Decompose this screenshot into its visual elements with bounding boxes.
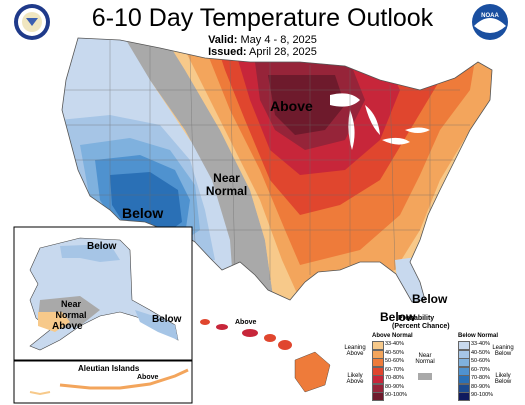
legend-below-row-2: 50-60% [458, 358, 498, 367]
aleutian-islands-map [29, 368, 189, 396]
legend-below-swatch-6 [458, 392, 470, 401]
commerce-seal-icon [14, 4, 50, 40]
label-below-gulf: Below [380, 310, 416, 324]
legend-below-row-3: 60-70% [458, 366, 498, 376]
legend-below-bin-label-5: 80-90% [471, 383, 490, 390]
legend-below-row-4: 70-80% [458, 375, 498, 384]
legend-below-bin-label-4: 70-80% [471, 375, 490, 381]
legend-title: Probability [398, 315, 435, 322]
label-alaska-below-se: Below [152, 314, 182, 325]
label-below-florida: Below [412, 292, 448, 306]
valid-line: Valid: May 4 - 8, 2025 [0, 34, 525, 46]
legend-above-bin-label-5: 80-90% [385, 383, 404, 390]
legend-below-row-5: 80-90% [458, 383, 498, 393]
legend-below-row-6: 90-100% [458, 392, 498, 401]
legend-above-bin-label-4: 70-80% [385, 375, 404, 381]
legend-above-row-4: 70-80% [372, 375, 412, 384]
legend-above-bin-label-2: 50-60% [385, 358, 404, 364]
legend-above-row-2: 50-60% [372, 358, 412, 367]
legend-near-swatch [418, 373, 432, 380]
legend-above-row-5: 80-90% [372, 383, 412, 393]
page-title: 6-10 Day Temperature Outlook [91, 4, 434, 32]
label-above-main: Above [270, 98, 313, 114]
legend-below-bin-label-0: 33-40% [471, 341, 490, 347]
legend-subtitle: (Percent Chance) [392, 323, 450, 330]
label-aleutian-islands: Aleutian Islands [78, 364, 140, 373]
issued-value: April 28, 2025 [249, 46, 317, 58]
legend-above-row-6: 90-100% [372, 392, 412, 401]
issued-label: Issued: [208, 46, 247, 58]
label-hawaii-above: Above [235, 319, 257, 326]
legend-above-bin-label-3: 60-70% [385, 366, 404, 373]
legend-below-bin-label-6: 90-100% [471, 392, 494, 398]
legend-below-bin-label-2: 50-60% [471, 358, 490, 364]
legend-below-header: Below Normal [458, 333, 499, 339]
aleutian-inset-frame [13, 360, 193, 404]
legend-leaning-below: Leaning Below [492, 345, 514, 357]
valid-value: May 4 - 8, 2025 [240, 34, 317, 46]
legend-below-row-0: 33-40% [458, 341, 498, 350]
legend-above-bin-label-6: 90-100% [385, 392, 408, 398]
svg-text:NOAA: NOAA [481, 13, 499, 19]
label-alaska-below: Below [87, 241, 117, 252]
legend-below-bin-label-1: 40-50% [471, 349, 490, 356]
valid-label: Valid: [208, 34, 238, 46]
legend-likely-below: Likely Below [494, 373, 512, 385]
legend-below-row-1: 40-50% [458, 349, 498, 359]
legend-above-row-3: 60-70% [372, 366, 412, 376]
legend-below-bin-label-3: 60-70% [471, 366, 490, 373]
legend-above-bin-label-1: 40-50% [385, 349, 404, 356]
label-alaska-above: Above [52, 321, 83, 332]
label-below-southwest: Below [122, 205, 164, 221]
legend: Probability (Percent Chance) Above Norma… [340, 315, 520, 403]
label-alaska-near-normal: Near Normal [55, 299, 87, 320]
legend-likely-above: Likely Above [346, 373, 364, 385]
legend-above-header: Above Normal [372, 333, 413, 339]
alaska-map [29, 237, 179, 351]
legend-near-normal: Near Normal [415, 353, 435, 365]
conus-outline [61, 37, 493, 303]
legend-above-row-0: 33-40% [372, 341, 412, 350]
label-near-normal: Near Normal [205, 171, 248, 198]
label-aleutian-above: Above [137, 374, 159, 381]
legend-above-swatch-6 [372, 392, 384, 401]
noaa-logo-icon: NOAA [472, 4, 508, 40]
issued-line: Issued: April 28, 2025 [0, 46, 525, 58]
legend-above-row-1: 40-50% [372, 349, 412, 359]
legend-above-bin-label-0: 33-40% [385, 341, 404, 347]
legend-leaning-above: Leaning Above [344, 345, 366, 357]
hawaii-map [200, 319, 331, 393]
